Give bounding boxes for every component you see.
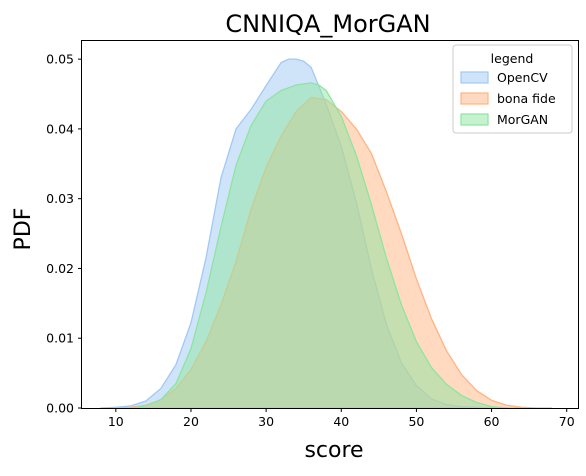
legend-swatch: [460, 92, 489, 105]
y-tick-label: 0.05: [46, 52, 74, 67]
x-tick-label: 40: [333, 414, 349, 429]
legend-label: MorGAN: [497, 112, 548, 127]
x-tick-label: 70: [559, 414, 575, 429]
legend-title: legend: [491, 51, 534, 66]
x-axis: 10 20 30 40 50 60 70: [108, 408, 575, 429]
x-axis-label: score: [304, 438, 363, 463]
legend-items: OpenCV bona fide MorGAN: [460, 70, 556, 127]
y-axis-label: PDF: [11, 208, 36, 251]
x-tick-label: 50: [408, 414, 424, 429]
legend: legend OpenCV bona fide MorGAN: [452, 44, 573, 134]
x-tick-label: 30: [258, 414, 274, 429]
density-area-series-3: [130, 82, 508, 409]
legend-swatch: [460, 113, 489, 126]
x-tick-label: 20: [183, 414, 199, 429]
x-tick-label: 60: [484, 414, 500, 429]
chart-title: CNNIQA_MorGAN: [225, 10, 430, 38]
y-tick-label: 0.01: [46, 331, 74, 346]
y-axis: 0.00 0.01 0.02 0.03 0.04 0.05: [46, 52, 82, 416]
legend-box: [452, 44, 573, 134]
axes-frame: [81, 40, 579, 409]
y-tick-label: 0.04: [46, 121, 74, 136]
legend-label: bona fide: [497, 91, 556, 106]
y-tick-label: 0.03: [46, 191, 74, 206]
legend-swatch: [460, 71, 489, 84]
plot-area: [100, 58, 553, 409]
y-tick-label: 0.02: [46, 261, 74, 276]
x-tick-label: 10: [108, 414, 124, 429]
legend-label: OpenCV: [497, 70, 548, 85]
y-tick-label: 0.00: [46, 401, 74, 416]
